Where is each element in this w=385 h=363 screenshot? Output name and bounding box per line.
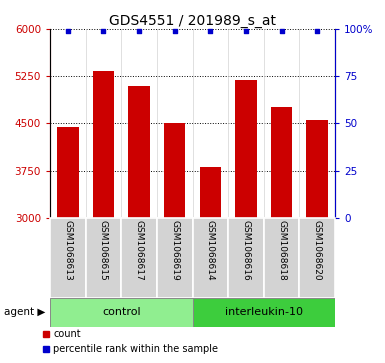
Text: GSM1068614: GSM1068614 bbox=[206, 220, 215, 281]
Bar bbox=[157, 218, 192, 298]
Bar bbox=[192, 298, 335, 327]
Bar bbox=[128, 86, 150, 218]
Point bbox=[65, 28, 71, 34]
Legend: count, percentile rank within the sample: count, percentile rank within the sample bbox=[40, 326, 222, 358]
Bar bbox=[235, 80, 257, 218]
Text: GSM1068618: GSM1068618 bbox=[277, 220, 286, 281]
Point bbox=[314, 28, 320, 34]
Bar bbox=[164, 123, 186, 218]
Bar bbox=[228, 218, 264, 298]
Bar bbox=[93, 70, 114, 218]
Bar bbox=[192, 218, 228, 298]
Bar bbox=[271, 107, 292, 218]
Bar bbox=[50, 298, 192, 327]
Point bbox=[243, 28, 249, 34]
Text: control: control bbox=[102, 307, 141, 317]
Bar bbox=[300, 218, 335, 298]
Bar bbox=[306, 120, 328, 218]
Text: GSM1068619: GSM1068619 bbox=[170, 220, 179, 281]
Bar bbox=[50, 218, 85, 298]
Bar bbox=[57, 127, 79, 218]
Text: GSM1068615: GSM1068615 bbox=[99, 220, 108, 281]
Point bbox=[100, 28, 107, 34]
Text: GSM1068616: GSM1068616 bbox=[241, 220, 250, 281]
Point bbox=[278, 28, 285, 34]
Bar bbox=[199, 167, 221, 218]
Bar bbox=[85, 218, 121, 298]
Point bbox=[207, 28, 213, 34]
Text: GSM1068617: GSM1068617 bbox=[135, 220, 144, 281]
Bar bbox=[264, 218, 300, 298]
Text: interleukin-10: interleukin-10 bbox=[225, 307, 303, 317]
Title: GDS4551 / 201989_s_at: GDS4551 / 201989_s_at bbox=[109, 14, 276, 28]
Text: GSM1068613: GSM1068613 bbox=[64, 220, 72, 281]
Bar bbox=[121, 218, 157, 298]
Text: agent ▶: agent ▶ bbox=[4, 307, 45, 317]
Text: GSM1068620: GSM1068620 bbox=[313, 220, 321, 281]
Point bbox=[172, 28, 178, 34]
Point bbox=[136, 28, 142, 34]
